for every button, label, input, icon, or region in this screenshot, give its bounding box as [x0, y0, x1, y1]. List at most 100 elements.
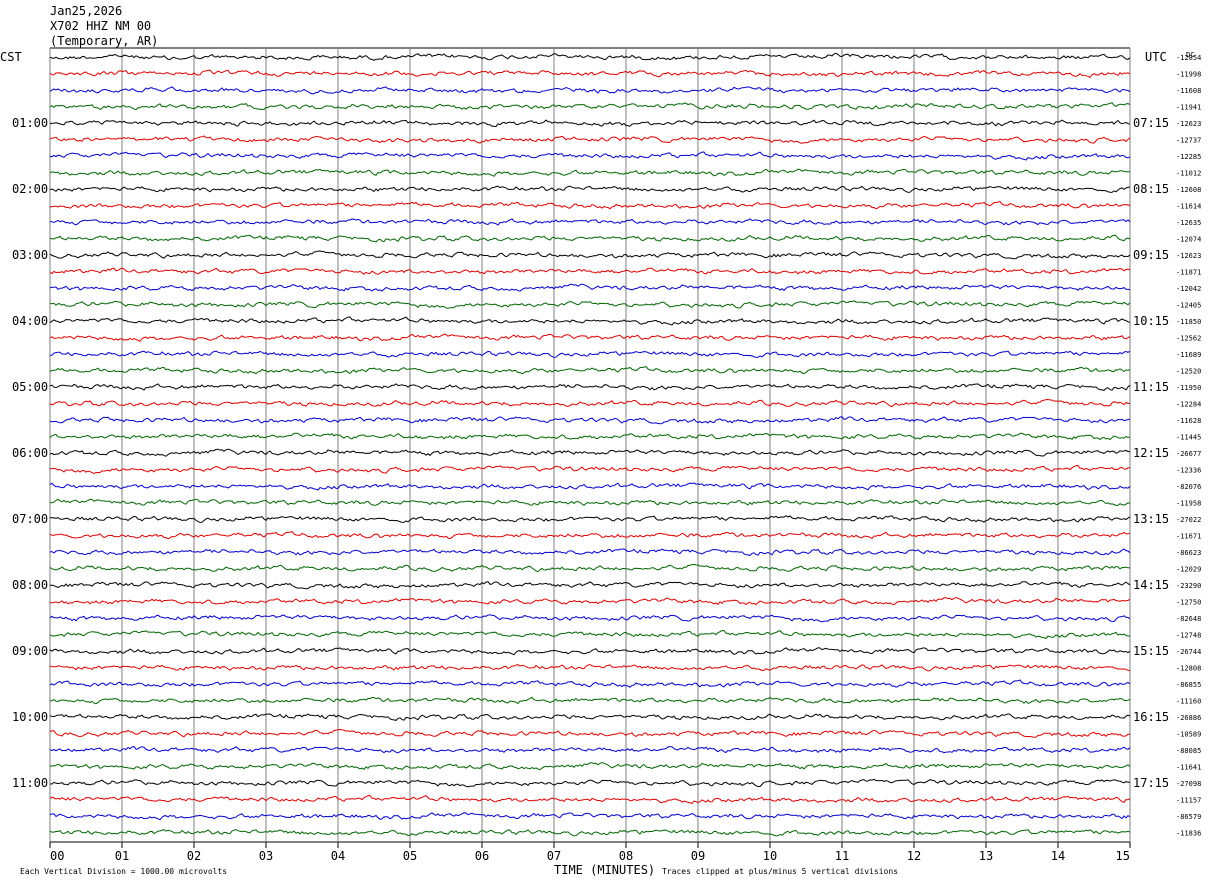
trace-offset-label: -11998 — [1176, 71, 1201, 79]
trace-offset-label: -23290 — [1176, 582, 1201, 590]
trace-line — [49, 794, 1131, 805]
x-tick-label: 07 — [547, 849, 561, 863]
trace-offset-label: -12808 — [1176, 665, 1201, 673]
left-timezone-label: CST — [0, 50, 22, 64]
x-axis-title: TIME (MINUTES) — [554, 863, 655, 877]
trace-line — [49, 679, 1131, 688]
x-tick-label: 04 — [331, 849, 345, 863]
x-tick-label: 14 — [1051, 849, 1065, 863]
trace-offset-label: -11012 — [1176, 170, 1201, 178]
trace-offset-label: -86579 — [1176, 813, 1201, 821]
x-tick-label: 05 — [403, 849, 417, 863]
trace-offset-label: -12029 — [1176, 566, 1201, 574]
trace-offset-label: -82648 — [1176, 615, 1201, 623]
left-time-label: 01:00 — [12, 116, 48, 130]
trace-offset-label: -12562 — [1176, 335, 1201, 343]
trace-line — [49, 398, 1131, 408]
trace-line — [49, 350, 1131, 358]
header-network: (Temporary, AR) — [50, 34, 159, 48]
left-time-label: 06:00 — [12, 446, 48, 460]
trace-offset-label: -82076 — [1176, 483, 1201, 491]
trace-offset-label: -10589 — [1176, 731, 1201, 739]
header-station: X702 HHZ NM 00 — [50, 19, 152, 33]
trace-line — [49, 135, 1131, 144]
trace-line — [49, 548, 1131, 556]
x-tick-label: 06 — [475, 849, 489, 863]
trace-line — [49, 52, 1131, 61]
trace-line — [49, 333, 1131, 342]
trace-offset-label: -12854 — [1176, 54, 1201, 62]
left-time-label: 03:00 — [12, 248, 48, 262]
trace-line — [49, 581, 1131, 590]
trace-offset-label: -26886 — [1176, 714, 1201, 722]
x-tick-label: 08 — [619, 849, 633, 863]
trace-line — [49, 530, 1131, 540]
trace-line — [49, 482, 1131, 491]
x-tick-label: 09 — [691, 849, 705, 863]
trace-line — [49, 629, 1130, 640]
right-timezone-label: UTC — [1145, 50, 1167, 64]
trace-lines — [49, 52, 1131, 837]
trace-offset-label: -11641 — [1176, 764, 1201, 772]
x-tick-label: 10 — [763, 849, 777, 863]
trace-line — [49, 498, 1131, 507]
left-time-label: 08:00 — [12, 578, 48, 592]
right-time-label: 10:15 — [1133, 314, 1169, 328]
trace-line — [49, 829, 1131, 837]
trace-offset-label: -11608 — [1176, 87, 1201, 95]
trace-offset-label: -27098 — [1176, 780, 1201, 788]
trace-line — [49, 647, 1131, 656]
left-time-label: 10:00 — [12, 710, 48, 724]
right-time-label: 07:15 — [1133, 116, 1169, 130]
left-time-label: 11:00 — [12, 776, 48, 790]
trace-offset-label: -26744 — [1176, 648, 1201, 656]
trace-line — [49, 200, 1131, 210]
trace-line — [49, 86, 1131, 95]
x-tick-label: 15 — [1116, 849, 1130, 863]
trace-offset-label: -11445 — [1176, 434, 1201, 442]
x-tick-label: 11 — [835, 849, 849, 863]
left-time-label: 07:00 — [12, 512, 48, 526]
plot-annotations: CST UTC DC Each Vertical Division = 1000… — [0, 50, 1201, 877]
right-time-label: 13:15 — [1133, 512, 1169, 526]
trace-line — [49, 515, 1131, 523]
trace-offset-label: -11628 — [1176, 417, 1201, 425]
x-tick-label: 13 — [979, 849, 993, 863]
trace-line — [49, 563, 1131, 573]
right-time-label: 09:15 — [1133, 248, 1169, 262]
trace-offset-label: -12285 — [1176, 153, 1201, 161]
trace-offset-label: -12336 — [1176, 467, 1201, 475]
trace-line — [49, 664, 1131, 672]
trace-offset-label: -12750 — [1176, 599, 1201, 607]
x-tick-label: 02 — [187, 849, 201, 863]
trace-line — [49, 696, 1131, 705]
trace-offset-label: -11671 — [1176, 533, 1201, 541]
trace-line — [49, 778, 1131, 788]
trace-offset-label: -27022 — [1176, 516, 1201, 524]
corner-label: DC — [1186, 51, 1194, 59]
right-time-label: 08:15 — [1133, 182, 1169, 196]
left-time-label: 02:00 — [12, 182, 48, 196]
trace-line — [49, 119, 1131, 128]
header-date: Jan25,2026 — [50, 4, 123, 18]
trace-offset-label: -11689 — [1176, 351, 1201, 359]
trace-offset-label: -12748 — [1176, 632, 1201, 640]
minute-grid — [49, 47, 1131, 848]
right-time-label: 17:15 — [1133, 776, 1169, 790]
trace-line — [49, 69, 1131, 79]
trace-offset-label: -11941 — [1176, 104, 1201, 112]
trace-line — [49, 218, 1131, 226]
trace-offset-label: -12737 — [1176, 137, 1201, 145]
trace-line — [49, 762, 1131, 771]
trace-offset-label: -11950 — [1176, 384, 1201, 392]
trace-offset-label: -12284 — [1176, 401, 1201, 409]
trace-line — [49, 102, 1131, 111]
trace-offset-label: -11157 — [1176, 797, 1201, 805]
trace-line — [50, 464, 1131, 474]
trace-line — [49, 597, 1131, 606]
left-time-label: 04:00 — [12, 314, 48, 328]
trace-line — [49, 267, 1131, 275]
trace-line — [49, 383, 1131, 391]
trace-line — [49, 250, 1131, 260]
